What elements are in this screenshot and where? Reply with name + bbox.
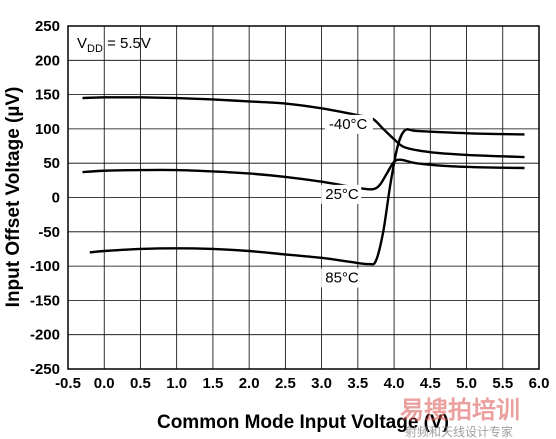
y-axis-label: Input Offset Voltage (µV) xyxy=(3,87,24,308)
y-tick-label: 250 xyxy=(35,18,60,35)
x-tick-label: 2.0 xyxy=(239,375,260,392)
x-tick-label: 5.0 xyxy=(456,375,477,392)
x-tick-label: 1.0 xyxy=(166,375,187,392)
x-tick-label: 4.5 xyxy=(420,375,441,392)
y-tick-label: 150 xyxy=(35,87,60,104)
y-tick-label: -200 xyxy=(30,327,60,344)
plot-frame xyxy=(67,25,540,370)
annotation-background xyxy=(321,268,362,288)
annotation-background xyxy=(324,114,373,134)
y-tick-label: 100 xyxy=(35,121,60,138)
y-tick-label: 50 xyxy=(43,155,60,172)
series-line-25C xyxy=(82,158,525,191)
watermark-main: 易搜拍培训 xyxy=(400,396,520,424)
y-tick-label: -100 xyxy=(30,258,60,275)
x-tick-label: 1.5 xyxy=(202,375,223,392)
y-tick-label: 0 xyxy=(52,190,60,207)
x-axis-label: Common Mode Input Voltage (V) xyxy=(157,412,449,433)
y-tick-label: -50 xyxy=(38,224,60,241)
x-tick-label: 5.5 xyxy=(492,375,513,392)
x-tick-label: 3.5 xyxy=(347,375,368,392)
x-tick-label: 2.5 xyxy=(275,375,296,392)
series-annotation: -40°C xyxy=(329,116,368,133)
y-tick-label: 200 xyxy=(35,52,60,69)
annotation-background xyxy=(321,184,362,204)
y-tick-labels: 250 200 150 100 50 0 -50 -100 -150 -200 -250 xyxy=(30,18,60,378)
x-tick-label: 3.0 xyxy=(311,375,332,392)
x-tick-label: 0.0 xyxy=(94,375,115,392)
x-tick-label: 6.0 xyxy=(529,375,550,392)
y-tick-label: -250 xyxy=(30,361,60,378)
watermark-sub: 射频和天线设计专家 xyxy=(405,424,513,439)
series-annotations: -40°C 25°C 85°C xyxy=(321,114,373,288)
x-tick-labels: -0.5 0.0 0.5 1.0 1.5 2.0 2.5 3.0 3.5 4.0 4.5 5.0 5.5… xyxy=(55,375,549,392)
series-annotation: 85°C xyxy=(325,270,359,287)
y-tick-label: -150 xyxy=(30,292,60,309)
x-tick-label: -0.5 xyxy=(55,375,81,392)
x-tick-label: 4.0 xyxy=(384,375,405,392)
series-annotation: 25°C xyxy=(325,186,359,203)
series-line-85C xyxy=(89,128,525,266)
x-tick-label: 0.5 xyxy=(130,375,151,392)
